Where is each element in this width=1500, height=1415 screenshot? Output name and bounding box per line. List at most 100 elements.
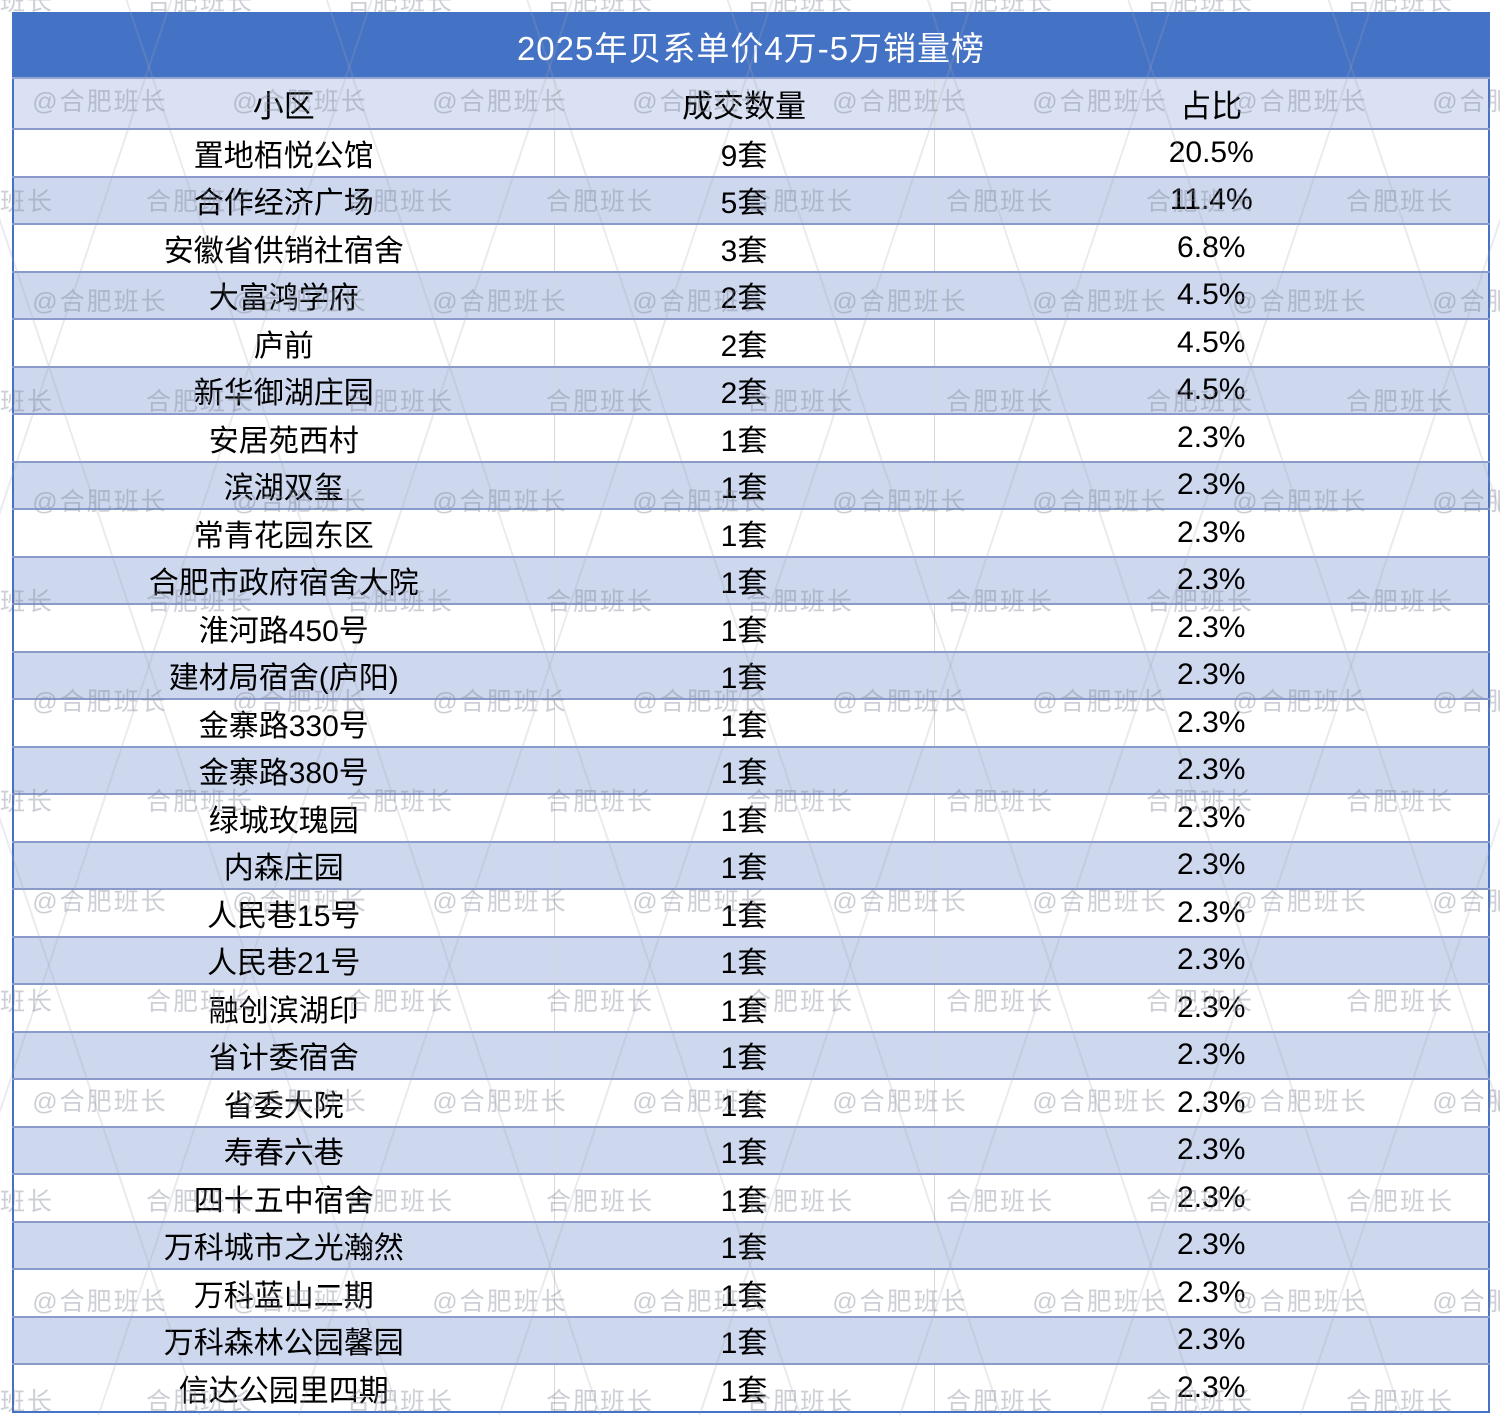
table-row: 建材局宿舍(庐阳) 1套 2.3% (13, 650, 1489, 699)
count-cell: 1套 (553, 745, 934, 794)
community-cell: 庐前 (13, 318, 554, 367)
share-cell: 20.5% (933, 129, 1489, 177)
share-cell: 2.3% (933, 1125, 1489, 1174)
share-cell: 2.3% (933, 935, 1489, 984)
community-cell: 融创滨湖印 (13, 983, 554, 1032)
share-cell: 2.3% (933, 1363, 1489, 1412)
count-cell: 2套 (553, 318, 934, 367)
count-cell: 1套 (553, 1030, 934, 1079)
share-cell: 4.5% (933, 365, 1489, 414)
table-row: 寿春六巷 1套 2.3% (13, 1125, 1489, 1174)
community-cell: 万科蓝山二期 (13, 1268, 554, 1317)
share-cell: 11.4% (933, 175, 1489, 224)
count-cell: 1套 (553, 840, 934, 889)
community-cell: 建材局宿舍(庐阳) (13, 650, 554, 699)
table-row: 万科城市之光瀚然 1套 2.3% (13, 1220, 1489, 1269)
community-cell: 绿城玫瑰园 (13, 793, 554, 842)
table-row: 常青花园东区 1套 2.3% (13, 508, 1489, 557)
column-header-row: 小区 成交数量 占比 (13, 78, 1489, 130)
community-cell: 新华御湖庄园 (13, 365, 554, 414)
sales-table: 2025年贝系单价4万-5万销量榜 小区 成交数量 占比 置地栢悦公馆 9套 20.… (12, 12, 1490, 1413)
share-cell: 2.3% (933, 603, 1489, 652)
share-cell: 2.3% (933, 1315, 1489, 1364)
table-row: 安徽省供销社宿舍 3套 6.8% (13, 223, 1489, 272)
count-cell: 1套 (553, 1078, 934, 1127)
community-cell: 省计委宿舍 (13, 1030, 554, 1079)
count-cell: 2套 (553, 270, 934, 319)
count-cell: 1套 (553, 1173, 934, 1222)
community-cell: 大富鸿学府 (13, 270, 554, 319)
table-row: 绿城玫瑰园 1套 2.3% (13, 793, 1489, 842)
community-cell: 安徽省供销社宿舍 (13, 223, 554, 272)
table-title: 2025年贝系单价4万-5万销量榜 (13, 13, 1489, 79)
count-cell: 1套 (553, 1315, 934, 1364)
community-cell: 四十五中宿舍 (13, 1173, 554, 1222)
table-body: 置地栢悦公馆 9套 20.5% 合作经济广场 5套 11.4% 安徽省供销社宿舍 3套 6.8%… (13, 129, 1489, 1412)
table-row: 四十五中宿舍 1套 2.3% (13, 1173, 1489, 1222)
count-cell: 2套 (553, 365, 934, 414)
share-cell: 2.3% (933, 413, 1489, 462)
table-row: 金寨路380号 1套 2.3% (13, 745, 1489, 794)
col-header-count: 成交数量 (553, 78, 934, 130)
community-cell: 合作经济广场 (13, 175, 554, 224)
table-row: 合作经济广场 5套 11.4% (13, 175, 1489, 224)
community-cell: 信达公园里四期 (13, 1363, 554, 1412)
count-cell: 1套 (553, 460, 934, 509)
table-row: 人民巷15号 1套 2.3% (13, 888, 1489, 937)
share-cell: 2.3% (933, 1173, 1489, 1222)
share-cell: 2.3% (933, 840, 1489, 889)
count-cell: 1套 (553, 1363, 934, 1412)
table-row: 新华御湖庄园 2套 4.5% (13, 365, 1489, 414)
community-cell: 内森庄园 (13, 840, 554, 889)
count-cell: 5套 (553, 175, 934, 224)
table-row: 信达公园里四期 1套 2.3% (13, 1363, 1489, 1412)
share-cell: 2.3% (933, 555, 1489, 604)
community-cell: 金寨路330号 (13, 698, 554, 747)
table-row: 安居苑西村 1套 2.3% (13, 413, 1489, 462)
table-row: 滨湖双玺 1套 2.3% (13, 460, 1489, 509)
share-cell: 2.3% (933, 1030, 1489, 1079)
share-cell: 2.3% (933, 650, 1489, 699)
table-row: 合肥市政府宿舍大院 1套 2.3% (13, 555, 1489, 604)
community-cell: 万科森林公园馨园 (13, 1315, 554, 1364)
count-cell: 1套 (553, 650, 934, 699)
community-cell: 置地栢悦公馆 (13, 129, 554, 177)
community-cell: 合肥市政府宿舍大院 (13, 555, 554, 604)
count-cell: 3套 (553, 223, 934, 272)
table-row: 金寨路330号 1套 2.3% (13, 698, 1489, 747)
table-row: 融创滨湖印 1套 2.3% (13, 983, 1489, 1032)
count-cell: 1套 (553, 413, 934, 462)
share-cell: 2.3% (933, 1078, 1489, 1127)
community-cell: 寿春六巷 (13, 1125, 554, 1174)
table-row: 淮河路450号 1套 2.3% (13, 603, 1489, 652)
count-cell: 1套 (553, 935, 934, 984)
count-cell: 1套 (553, 698, 934, 747)
table-row: 省计委宿舍 1套 2.3% (13, 1030, 1489, 1079)
table-row: 万科森林公园馨园 1套 2.3% (13, 1315, 1489, 1364)
table-row: 大富鸿学府 2套 4.5% (13, 270, 1489, 319)
count-cell: 1套 (553, 793, 934, 842)
count-cell: 1套 (553, 508, 934, 557)
count-cell: 1套 (553, 1220, 934, 1269)
share-cell: 6.8% (933, 223, 1489, 272)
col-header-share: 占比 (933, 78, 1489, 130)
share-cell: 4.5% (933, 318, 1489, 367)
share-cell: 2.3% (933, 888, 1489, 937)
share-cell: 2.3% (933, 745, 1489, 794)
title-row: 2025年贝系单价4万-5万销量榜 (13, 13, 1489, 79)
community-cell: 省委大院 (13, 1078, 554, 1127)
table-row: 万科蓝山二期 1套 2.3% (13, 1268, 1489, 1317)
table-row: 庐前 2套 4.5% (13, 318, 1489, 367)
share-cell: 2.3% (933, 508, 1489, 557)
count-cell: 1套 (553, 888, 934, 937)
share-cell: 2.3% (933, 460, 1489, 509)
community-cell: 淮河路450号 (13, 603, 554, 652)
table-row: 人民巷21号 1套 2.3% (13, 935, 1489, 984)
table-row: 内森庄园 1套 2.3% (13, 840, 1489, 889)
share-cell: 2.3% (933, 1268, 1489, 1317)
share-cell: 2.3% (933, 983, 1489, 1032)
share-cell: 2.3% (933, 698, 1489, 747)
col-header-community: 小区 (13, 78, 554, 130)
count-cell: 1套 (553, 1268, 934, 1317)
